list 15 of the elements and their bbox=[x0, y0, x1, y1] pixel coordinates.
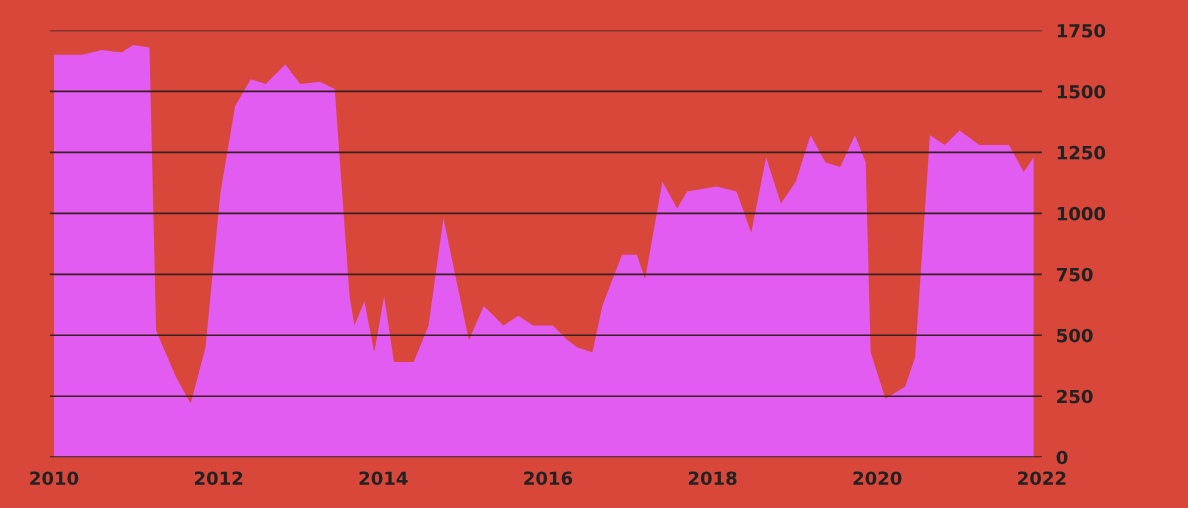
x-tick-label: 2012 bbox=[194, 471, 243, 486]
y-tick-label: 250 bbox=[1057, 389, 1093, 404]
x-tick-label: 2020 bbox=[853, 471, 902, 486]
y-tick-label: 1750 bbox=[1057, 23, 1106, 38]
y-tick-label: 1500 bbox=[1057, 84, 1106, 99]
y-tick-label: 1000 bbox=[1057, 206, 1106, 221]
y-tick-label: 1250 bbox=[1057, 145, 1106, 160]
x-tick-label: 2016 bbox=[524, 471, 573, 486]
x-tick-label: 2022 bbox=[1018, 471, 1066, 486]
y-tick-label: 500 bbox=[1057, 328, 1093, 343]
x-tick-label: 2018 bbox=[688, 471, 737, 486]
y-tick-label: 0 bbox=[1056, 450, 1068, 465]
x-tick-label: 2014 bbox=[359, 471, 408, 486]
x-tick-label: 2010 bbox=[30, 471, 79, 486]
y-tick-label: 750 bbox=[1056, 267, 1093, 282]
